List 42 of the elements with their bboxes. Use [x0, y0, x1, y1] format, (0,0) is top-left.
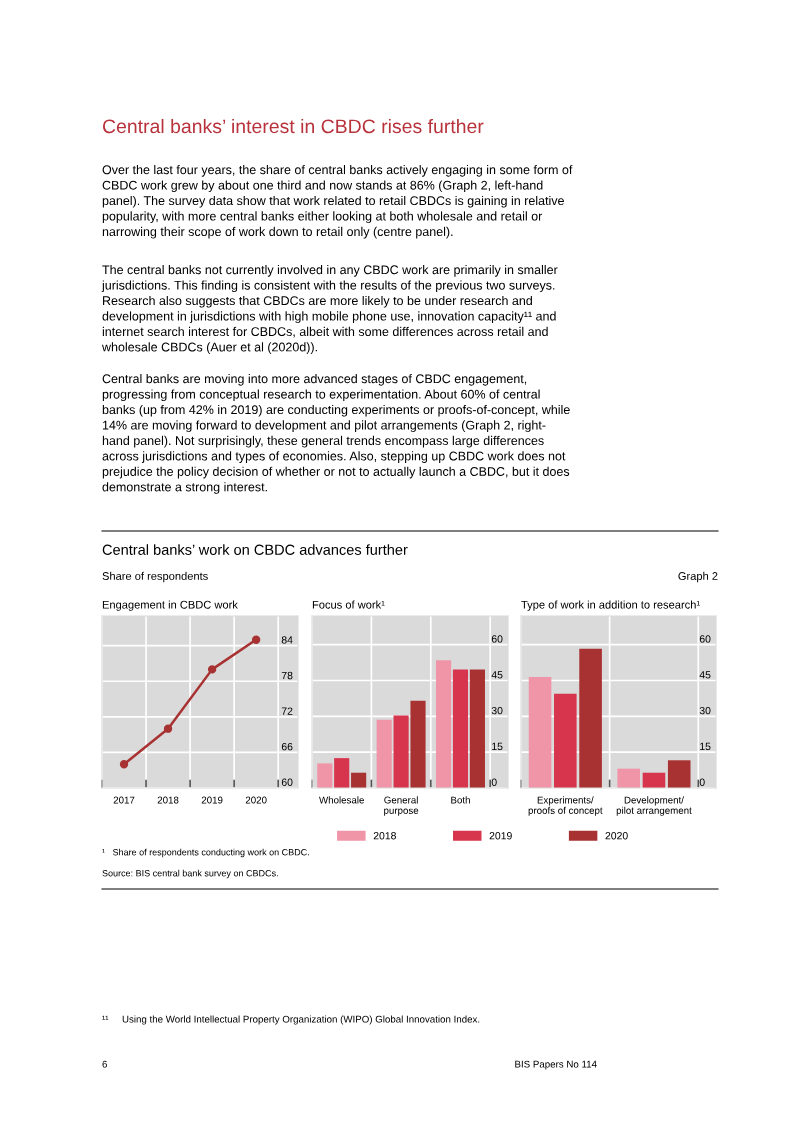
- x-tick-label: Experiments/ proofs of concept: [528, 796, 603, 816]
- x-tick-label: Both: [451, 796, 470, 804]
- text: BIS Papers No 114: [515, 1060, 597, 1070]
- text: Share of respondents: [102, 571, 208, 583]
- text: Central banks’ interest in CBDC rises further: [102, 118, 484, 134]
- x-tick-label: 2020: [245, 796, 267, 804]
- legend-label: 2020: [605, 832, 628, 840]
- y-tick-label: 45: [699, 671, 711, 679]
- chart-title: Focus of work¹: [312, 600, 385, 609]
- chart-title: Type of work in addition to research¹: [521, 600, 700, 611]
- text: 6: [102, 1060, 107, 1068]
- x-tick-label: General purpose: [384, 796, 419, 816]
- caption: Graph 2: [678, 571, 718, 583]
- text: Central banks’ work on CBDC advances further: [102, 544, 408, 555]
- y-tick-label: 78: [281, 671, 293, 680]
- text: ¹¹ Using the World Intellectual Property Organization (WIPO) Global Innovation Index.: [102, 1015, 480, 1025]
- text: Central banks are moving into more advanced stages of CBDC engagement, progressing from conceptual research to experimentation. About 60% of central banks (up from 42% in 2019) are conducting experiments or proofs-of-concept, while 14% are moving forward to development and pilot arrangements (Graph 2, right- hand panel). Not surprisingly, these general trends encompass large differences across jurisdictions and types of economies. Also, stepping up CBDC work does not prejudice the policy decision of whether or not to actually launch a CBDC, but it does demonstrate a strong interest.: [102, 374, 570, 494]
- y-tick-label: 30: [491, 706, 503, 715]
- y-tick-label: 60: [491, 635, 503, 643]
- y-tick-label: 72: [281, 707, 293, 715]
- y-tick-label: 15: [492, 742, 503, 751]
- x-tick-label: 2018: [157, 796, 179, 804]
- legend-label: 2019: [489, 832, 512, 840]
- y-tick-label: 0: [699, 778, 705, 786]
- legend-label: 2018: [373, 832, 396, 840]
- y-tick-label: 66: [281, 742, 293, 751]
- y-tick-label: 84: [281, 636, 293, 644]
- text: The central banks not currently involved in any CBDC work are primarily in smaller jurisdictions. This finding is consistent with the results of the previous two surveys. Research also suggests that CBDCs are more likely to be under research and development in jurisdictions with high mobile phone use, innovation capacity¹¹ and internet search interest for CBDCs, albeit with some differences across retail and wholesale CBDCs (Auer et al (2020d)).: [101, 265, 558, 354]
- x-tick-label: Wholesale: [319, 796, 364, 804]
- y-tick-label: 0: [491, 778, 497, 786]
- x-tick-label: 2019: [201, 796, 223, 804]
- source-note: Source: BIS central bank survey on CBDCs.: [102, 869, 278, 879]
- x-tick-label: 2017: [113, 796, 135, 804]
- y-tick-label: 45: [491, 671, 503, 679]
- y-tick-label: 30: [699, 706, 711, 715]
- chart-title: Engagement in CBDC work: [102, 600, 238, 611]
- x-tick-label: Development/ pilot arrangement: [616, 796, 692, 816]
- text: ¹ Share of respondents conducting work on CBDC.: [102, 848, 309, 858]
- y-tick-label: 60: [699, 635, 711, 643]
- y-tick-label: 15: [700, 742, 711, 751]
- text: Over the last four years, the share of central banks actively engaging in some form of CBDC work grew by about one third and now stands at 86% (Graph 2, left-hand panel). The survey data show that work related to retail CBDCs is gaining in relative popularity, with more central banks either looking at both wholesale and retail or narrowing their scope of work down to retail only (centre panel).: [102, 165, 573, 239]
- y-tick-label: 60: [281, 778, 293, 786]
